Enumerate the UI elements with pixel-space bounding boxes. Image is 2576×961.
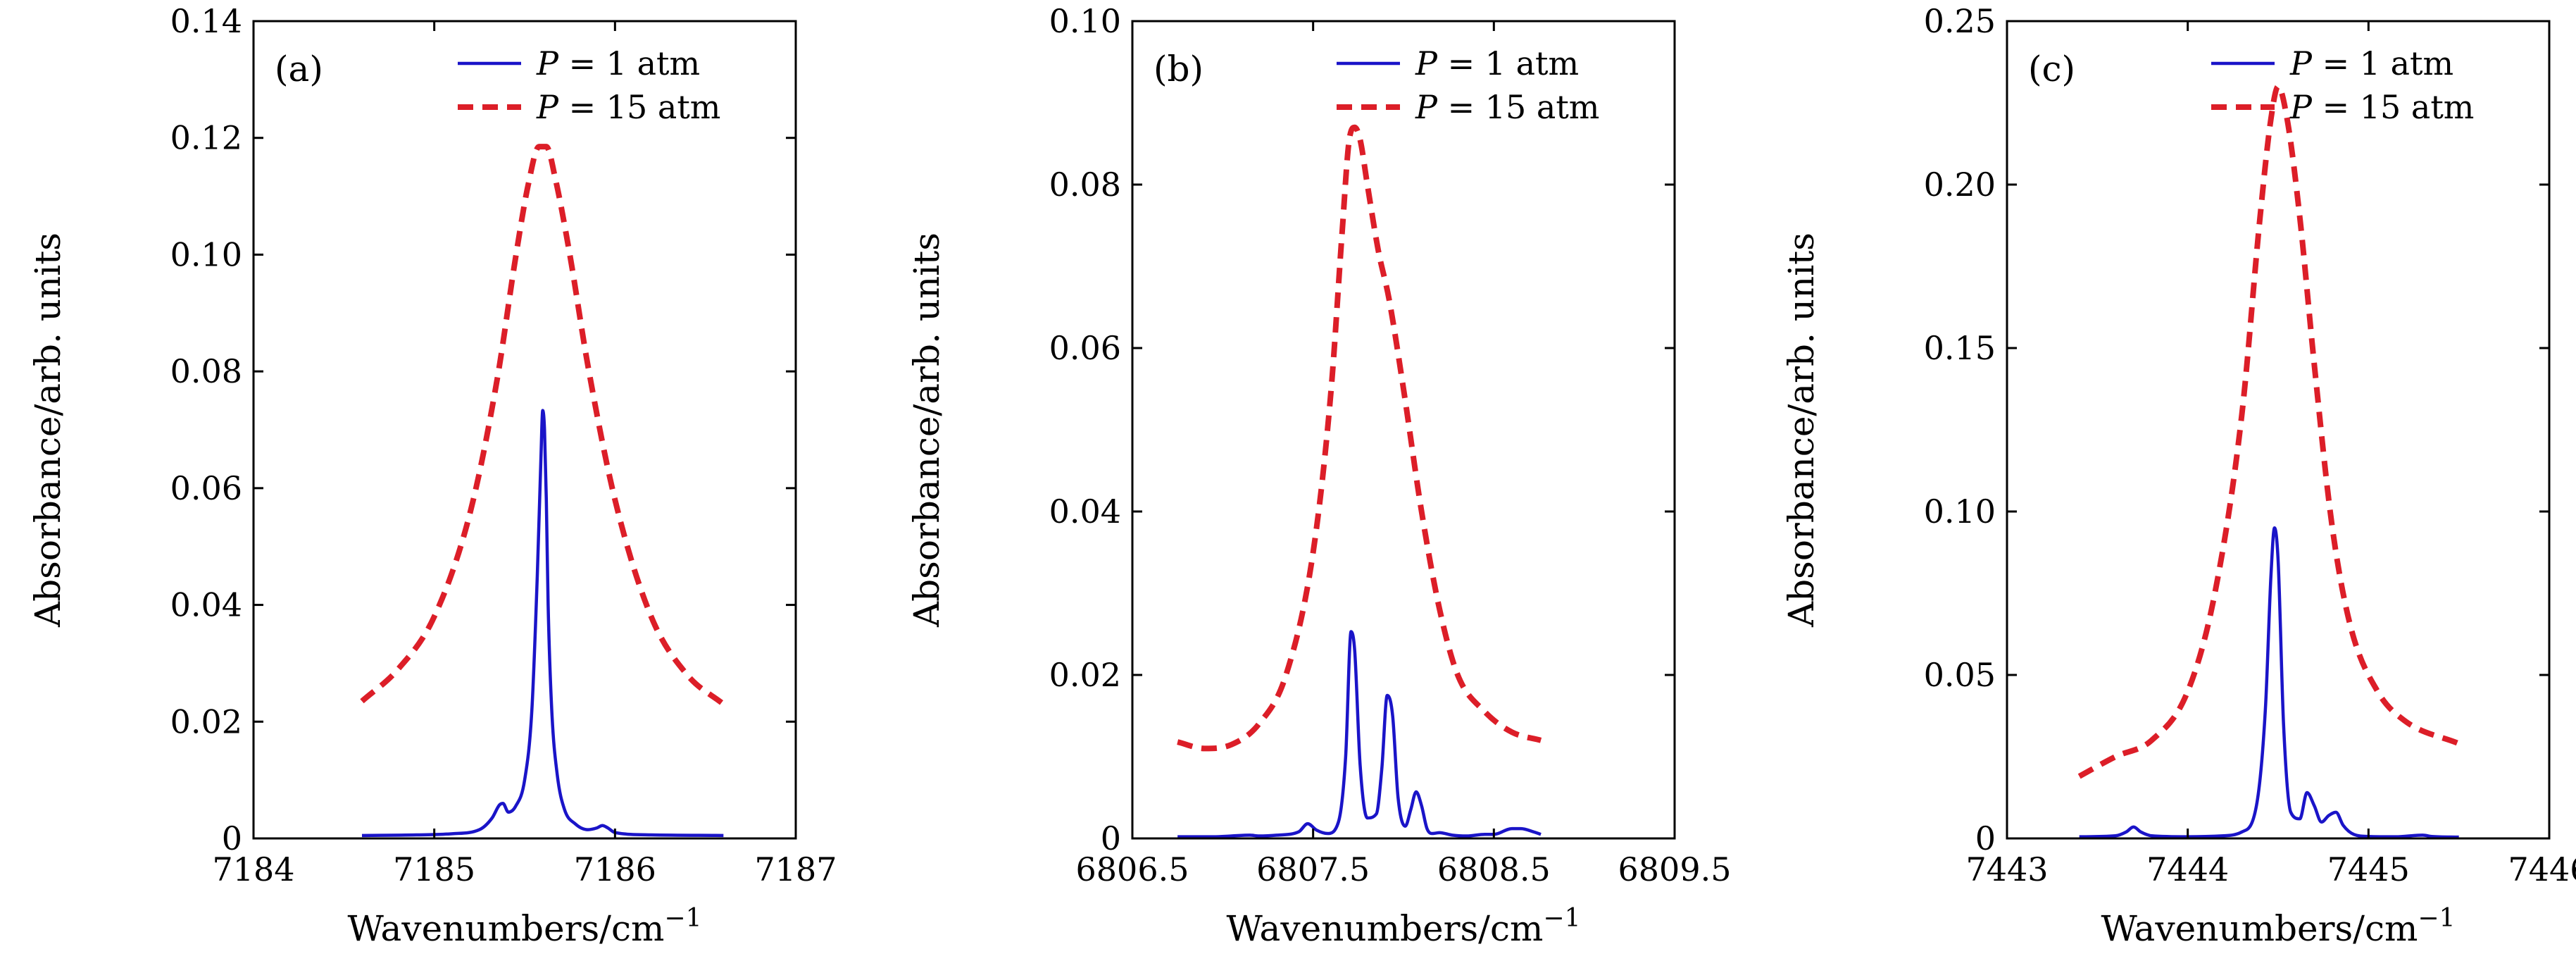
y-tick-label: 0.10 [170, 235, 242, 273]
panel-a: 7184 7185 7186 7187 0 0.02 0.04 0.06 0.08 0.10 0.1… [27, 2, 837, 949]
y-axis-label: Absorbance/arb. units [906, 232, 947, 628]
x-axis-label: Wavenumbers/cm−1 [2101, 904, 2455, 949]
legend-entry-symbol: P [536, 44, 559, 82]
x-tick-label: 6809.5 [1618, 850, 1732, 888]
y-tick-label: 0.10 [1049, 2, 1121, 40]
series-line-p15-atm [360, 144, 725, 707]
legend-entry-text: = 1 atm [1437, 44, 1579, 82]
y-tick-label: 0.20 [1924, 166, 1996, 204]
y-tick-label: 0.02 [170, 702, 242, 740]
x-tick-label: 7187 [754, 850, 837, 888]
legend-entry: P = 15 atm [2289, 88, 2474, 126]
y-tick-label: 0.10 [1924, 492, 1996, 531]
legend-entry-text: = 1 atm [2312, 44, 2453, 82]
panel-label: (c) [2028, 49, 2075, 89]
legend-entry-text: = 15 atm [558, 88, 720, 126]
x-tick-label: 7186 [574, 850, 656, 888]
y-tick-label: 0 [1101, 819, 1121, 857]
legend-entry: P = 1 atm [1415, 44, 1579, 82]
y-tick-label: 0.02 [1049, 656, 1121, 694]
x-axis-label-text: Wavenumbers/cm [1226, 908, 1543, 949]
panel-b: 6806.5 6807.5 6808.5 6809.5 0 0.02 0.04 0.06 0.0… [906, 2, 1731, 949]
series-line-p15-atm [2077, 83, 2461, 779]
y-tick-label: 0.05 [1924, 656, 1996, 694]
x-tick-label: 7444 [2146, 850, 2229, 888]
legend-entry-text: = 15 atm [2312, 88, 2474, 126]
y-tick-label: 0.15 [1924, 329, 1996, 367]
y-tick-label: 0.06 [170, 469, 242, 507]
y-tick-label: 0.04 [170, 586, 242, 624]
x-tick-label: 7446 [2508, 850, 2576, 888]
panel-label: (a) [275, 49, 323, 89]
series-line-p15-atm [1177, 124, 1542, 752]
y-tick-label: 0 [222, 819, 242, 857]
series-line-p1-atm [361, 409, 724, 838]
y-tick-label: 0.12 [170, 119, 242, 157]
y-tick-label: 0.06 [1049, 329, 1121, 367]
series-line-p1-atm [1177, 630, 1542, 838]
x-axis-label-superscript: −1 [2418, 904, 2455, 933]
y-tick-label: 0.25 [1924, 2, 1996, 40]
y-tick-label: 0.14 [170, 2, 242, 40]
plot-frame [252, 20, 797, 840]
x-axis-label-text: Wavenumbers/cm [2101, 908, 2418, 949]
x-tick-label: 7184 [212, 850, 294, 888]
x-tick-label: 7445 [2327, 850, 2410, 888]
y-tick-label: 0.04 [1049, 492, 1121, 531]
legend-entry-symbol: P [1415, 88, 1438, 126]
x-tick-label: 6806.5 [1076, 850, 1189, 888]
x-axis-label-superscript: −1 [664, 904, 701, 933]
y-axis-label: Absorbance/arb. units [27, 232, 68, 628]
legend-entry: P = 1 atm [536, 44, 700, 82]
x-axis-label-superscript: −1 [1543, 904, 1580, 933]
y-tick-label: 0.08 [1049, 166, 1121, 204]
legend-entry-text: = 15 atm [1437, 88, 1599, 126]
legend-entry-symbol: P [2289, 88, 2313, 126]
y-axis-label: Absorbance/arb. units [1781, 232, 1822, 628]
legend-entry: P = 15 atm [536, 88, 720, 126]
panel-label: (b) [1153, 49, 1203, 89]
x-axis-label: Wavenumbers/cm−1 [347, 904, 701, 949]
legend-entry-symbol: P [2289, 44, 2313, 82]
plot-frame [1131, 20, 1676, 840]
x-tick-label: 6808.5 [1437, 850, 1551, 888]
legend-entry: P = 15 atm [1415, 88, 1599, 126]
legend-entry-text: = 1 atm [558, 44, 700, 82]
x-axis-label-text: Wavenumbers/cm [347, 908, 664, 949]
x-tick-label: 7443 [1965, 850, 2048, 888]
plot-frame [2006, 20, 2551, 840]
x-tick-label: 6807.5 [1256, 850, 1370, 888]
panel-c: 7443 7444 7445 7446 0 0.05 0.10 0.15 0.20 0.25 Wav… [1781, 2, 2576, 949]
legend-entry: P = 1 atm [2289, 44, 2453, 82]
legend-entry-symbol: P [1415, 44, 1438, 82]
x-axis-label: Wavenumbers/cm−1 [1226, 904, 1580, 949]
series-line-p1-atm [2079, 526, 2459, 839]
x-tick-label: 7185 [393, 850, 475, 888]
y-tick-label: 0.08 [170, 352, 242, 390]
y-tick-label: 0 [1975, 819, 1996, 857]
legend-entry-symbol: P [536, 88, 559, 126]
